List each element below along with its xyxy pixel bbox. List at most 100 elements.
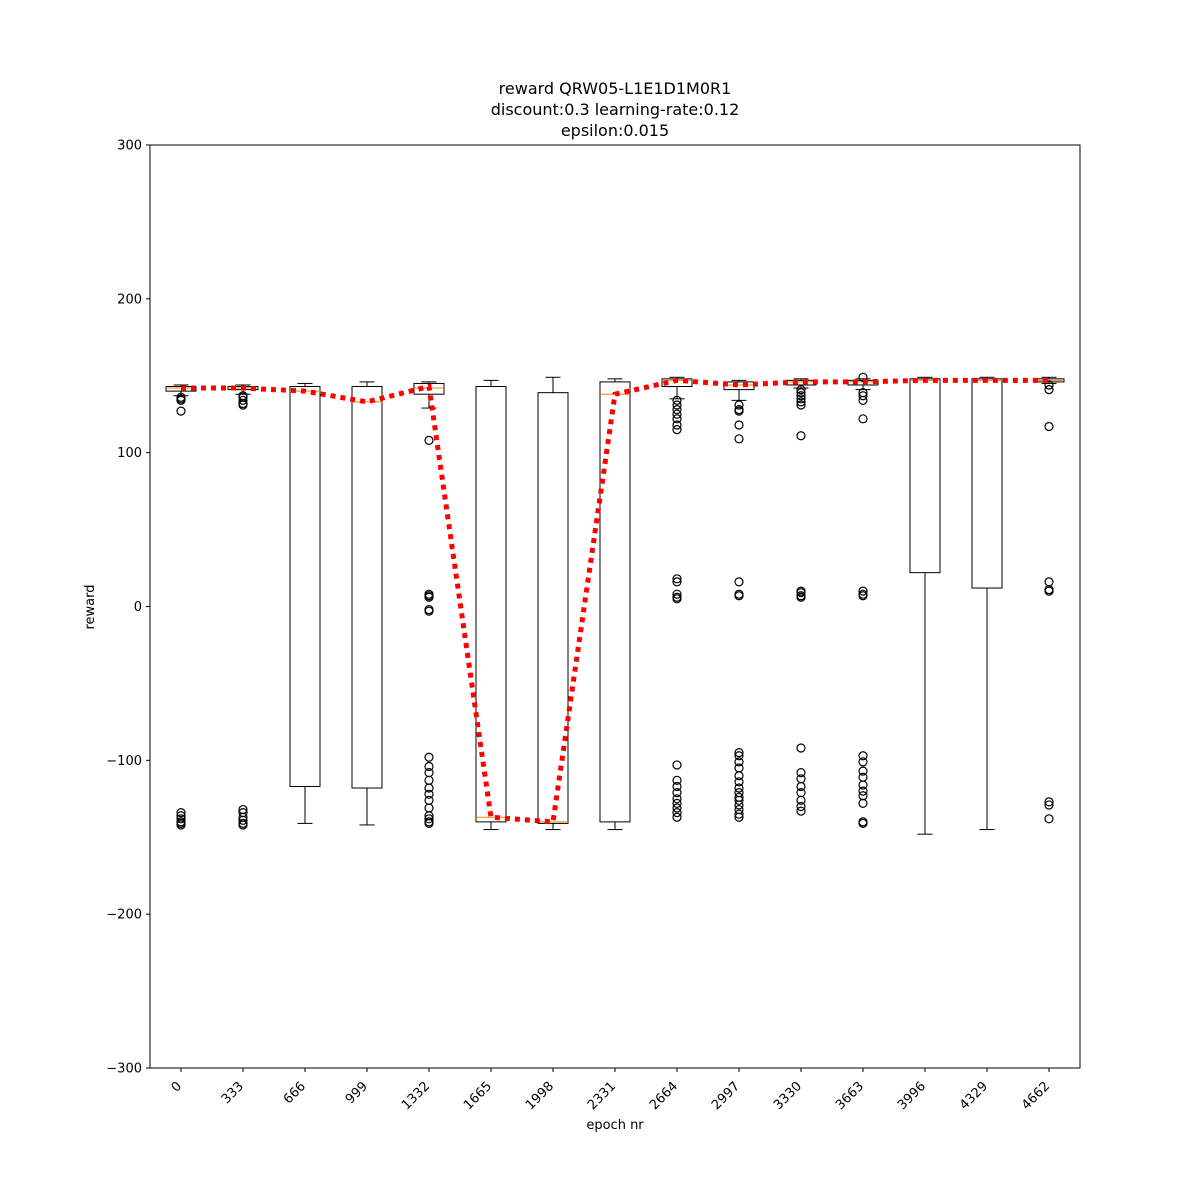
outlier-point bbox=[858, 818, 868, 829]
outlier-point bbox=[672, 803, 682, 813]
mean-line-series bbox=[181, 377, 1049, 825]
y-tick-label: −100 bbox=[106, 754, 142, 769]
box-iqr bbox=[413, 382, 445, 395]
chart-title: reward QRW05-L1E1D1M0R1 discount:0.3 lear… bbox=[491, 79, 740, 140]
box-plot bbox=[1033, 376, 1065, 824]
outlier-point bbox=[1044, 800, 1054, 810]
box-iqr bbox=[351, 386, 383, 789]
outlier-point bbox=[672, 414, 682, 424]
outlier-point bbox=[796, 400, 806, 410]
outlier-point bbox=[672, 798, 682, 809]
outlier-point bbox=[796, 592, 806, 602]
outlier-point bbox=[424, 435, 434, 445]
outlier-point bbox=[238, 815, 248, 825]
outlier-point bbox=[734, 795, 744, 805]
box-iqr bbox=[475, 386, 507, 823]
outlier-point bbox=[1044, 380, 1054, 390]
outlier-point bbox=[176, 392, 186, 402]
y-tick-label: 300 bbox=[117, 139, 142, 154]
x-tick-label: 0 bbox=[169, 1079, 185, 1095]
outlier-point bbox=[796, 391, 806, 401]
outlier-point bbox=[858, 591, 868, 601]
outlier-point bbox=[238, 820, 248, 830]
chart-title-line: reward QRW05-L1E1D1M0R1 bbox=[499, 79, 732, 98]
outlier-point bbox=[734, 777, 744, 787]
box-plot bbox=[165, 384, 197, 830]
outlier-point bbox=[734, 800, 744, 810]
outlier-point bbox=[1044, 384, 1054, 395]
outlier-point bbox=[796, 781, 806, 792]
x-tick-label: 2664 bbox=[647, 1079, 681, 1113]
box-series bbox=[165, 372, 1065, 835]
outlier-point bbox=[858, 414, 868, 424]
outlier-point bbox=[858, 586, 868, 596]
outlier-point bbox=[858, 786, 868, 796]
box-plot bbox=[413, 381, 445, 829]
box-plot bbox=[723, 379, 755, 822]
outlier-point bbox=[796, 388, 806, 398]
outlier-point bbox=[734, 420, 744, 430]
y-axis: −300 −200 −100 0 100 200 300 bbox=[106, 139, 150, 1077]
outlier-point bbox=[424, 761, 434, 772]
outlier-point bbox=[734, 771, 744, 781]
outlier-point bbox=[672, 760, 682, 770]
y-axis-label: reward bbox=[83, 584, 98, 629]
x-axis-label: epoch nr bbox=[586, 1118, 644, 1133]
box-plot bbox=[537, 376, 569, 831]
outlier-point bbox=[238, 391, 248, 401]
outlier-point bbox=[858, 395, 868, 405]
box-iqr bbox=[289, 386, 321, 787]
chart-title-line: discount:0.3 learning-rate:0.12 bbox=[491, 100, 740, 119]
y-tick-label: 200 bbox=[117, 292, 142, 307]
outlier-point bbox=[734, 812, 744, 822]
outlier-point bbox=[424, 606, 434, 616]
box-iqr bbox=[537, 392, 569, 824]
outlier-point bbox=[858, 766, 868, 776]
x-tick-label: 3330 bbox=[771, 1079, 805, 1113]
outlier-point bbox=[796, 743, 806, 753]
outlier-point bbox=[672, 812, 682, 822]
x-tick-label: 2331 bbox=[585, 1079, 619, 1113]
outlier-point bbox=[1044, 586, 1054, 596]
box-plot bbox=[351, 381, 383, 826]
outlier-point bbox=[858, 391, 868, 401]
outlier-point bbox=[672, 577, 682, 587]
outlier-point bbox=[734, 577, 744, 587]
y-tick-label: 0 bbox=[134, 600, 142, 615]
outlier-point bbox=[734, 751, 744, 761]
outlier-point bbox=[858, 757, 868, 767]
y-tick-label: 100 bbox=[117, 446, 142, 461]
outlier-point bbox=[734, 400, 744, 410]
box-plot bbox=[661, 376, 693, 822]
outlier-point bbox=[734, 434, 744, 444]
x-tick-label: 999 bbox=[343, 1079, 371, 1107]
outlier-point bbox=[176, 820, 186, 830]
x-tick-label: 1332 bbox=[399, 1079, 433, 1113]
outlier-point bbox=[734, 783, 744, 793]
outlier-point bbox=[672, 794, 682, 804]
outlier-point bbox=[672, 808, 682, 818]
plot-border bbox=[149, 144, 1081, 1069]
outlier-point bbox=[238, 395, 248, 405]
outlier-point bbox=[796, 431, 806, 441]
x-tick-label: 4329 bbox=[957, 1079, 991, 1113]
outlier-point bbox=[734, 591, 744, 601]
box-iqr bbox=[599, 381, 631, 823]
outlier-point bbox=[424, 814, 434, 824]
outlier-point bbox=[734, 406, 744, 416]
outlier-point bbox=[1044, 797, 1054, 807]
x-tick-label: 1998 bbox=[523, 1079, 557, 1113]
outlier-point bbox=[672, 420, 682, 430]
outlier-point bbox=[734, 748, 744, 758]
outlier-point bbox=[858, 751, 868, 761]
outlier-point bbox=[424, 783, 434, 793]
outlier-point bbox=[734, 757, 744, 767]
outlier-point bbox=[672, 424, 682, 435]
outlier-point bbox=[796, 397, 806, 407]
outlier-point bbox=[672, 574, 682, 584]
outlier-point bbox=[1044, 421, 1054, 432]
outlier-point bbox=[672, 400, 682, 410]
outlier-point bbox=[672, 788, 682, 798]
outlier-point bbox=[796, 394, 806, 404]
